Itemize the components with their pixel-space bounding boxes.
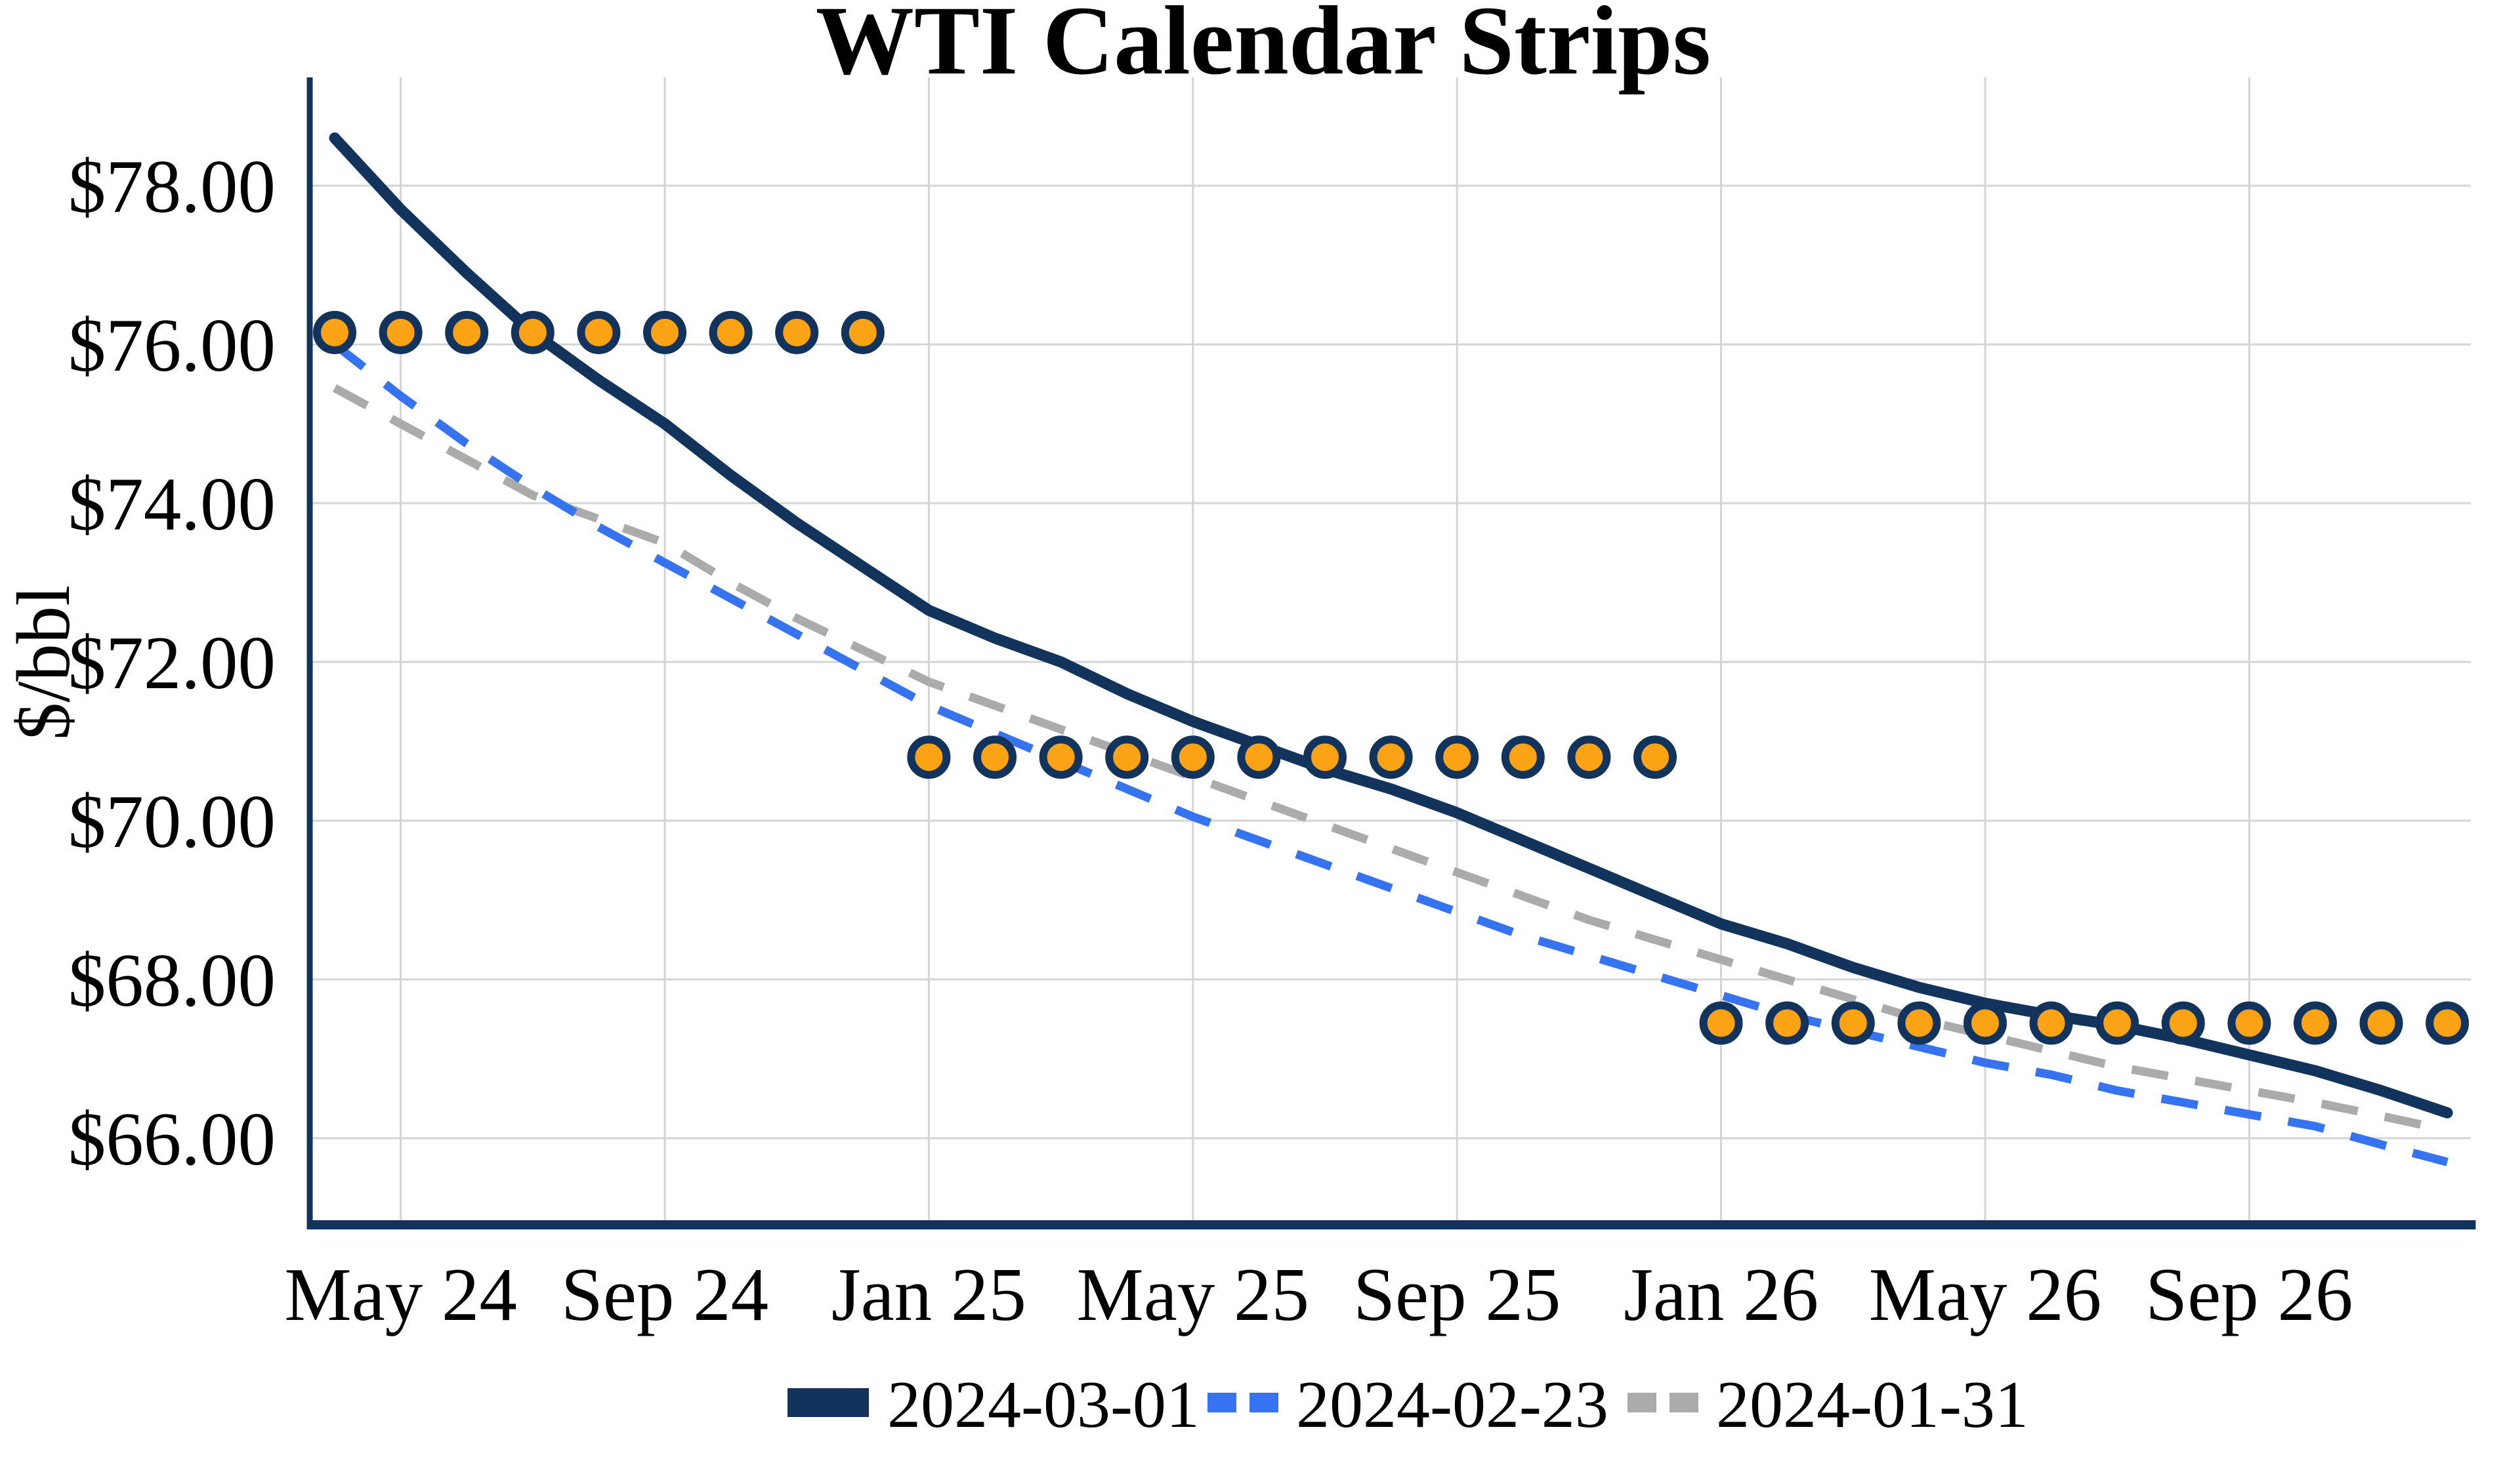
x-tick-label: Sep 26	[2145, 1253, 2353, 1336]
y-tick-label: $72.00	[68, 621, 276, 705]
calendar-2026-strip-dot	[2029, 1001, 2073, 1045]
x-tick-label: Jan 26	[1624, 1253, 1818, 1336]
x-tick-label: Jan 25	[831, 1253, 1026, 1336]
calendar-2026-strip-dot	[1897, 1001, 1941, 1045]
legend-swatch-dash	[1628, 1393, 1656, 1412]
calendar-2024-strip-dot	[313, 310, 356, 354]
calendar-2025-strip-dot	[1633, 735, 1677, 779]
calendar-2025-strip-dot	[1501, 735, 1545, 779]
calendar-2026-strip-dot	[2294, 1001, 2337, 1045]
gridlines	[310, 77, 2471, 1220]
axes	[306, 77, 2476, 1229]
calendar-2024-strip-dot	[709, 310, 753, 354]
calendar-2025-strip-dot	[1171, 735, 1215, 779]
legend-label: 2024-02-23	[1296, 1368, 1608, 1442]
calendar-2024-strip-dot	[379, 310, 423, 354]
calendar-2026-strip-dot	[2359, 1001, 2403, 1045]
series-line-2024-03-01	[329, 132, 2453, 1119]
calendar-2025-strip-dot	[907, 735, 951, 779]
calendar-2025-strip-dot	[1237, 735, 1281, 779]
y-tick-labels: $78.00 $76.00 $74.00 $72.00 $70.00 $68.00 $66.…	[68, 145, 276, 1181]
calendar-2026-strip-dot	[2426, 1001, 2469, 1045]
calendar-2025-strip-dot	[1567, 735, 1611, 779]
y-tick-label: $68.00	[68, 939, 276, 1022]
calendar-2025-strip-dot	[1369, 735, 1413, 779]
legend-swatch-dash	[1670, 1393, 1698, 1412]
calendar-2026-strip-dot	[2161, 1001, 2205, 1045]
series-line-2024-02-23	[331, 340, 2448, 1166]
chart-title: WTI Calendar Strips	[816, 0, 1711, 95]
x-tick-label: Sep 25	[1353, 1253, 1561, 1336]
calendar-2025-strip-dot	[1303, 735, 1347, 779]
legend-swatch-dash	[1250, 1393, 1278, 1412]
x-tick-label: Sep 24	[561, 1253, 768, 1336]
y-axis-label: $/bbl	[2, 585, 85, 740]
calendar-2024-strip-dot	[841, 310, 885, 354]
calendar-2024-strip-dot	[643, 310, 686, 354]
calendar-2026-strip-dot	[2227, 1001, 2271, 1045]
x-tick-label: May 24	[284, 1253, 517, 1336]
series-lines	[329, 132, 2453, 1166]
y-tick-label: $78.00	[68, 145, 276, 228]
legend-label: 2024-03-01	[887, 1368, 1200, 1442]
calendar-2026-strip-dot	[1699, 1001, 1743, 1045]
calendar-2024-strip-dot	[445, 310, 489, 354]
series-line-2024-01-31	[332, 384, 2448, 1135]
calendar-2024-strip-dot	[775, 310, 819, 354]
calendar-2026-strip-dot	[1831, 1001, 1875, 1045]
legend-swatch-dash	[1208, 1393, 1236, 1412]
x-tick-labels: May 24 Sep 24 Jan 25 May 25 Sep 25 Jan 26 May …	[284, 1253, 2353, 1336]
calendar-2025-strip-dot	[973, 735, 1017, 779]
x-tick-label: May 26	[1869, 1253, 2102, 1336]
calendar-2026-strip-dot	[1964, 1001, 2007, 1045]
y-tick-label: $70.00	[68, 780, 276, 863]
y-tick-label: $74.00	[68, 462, 276, 546]
legend: 2024-03-01 2024-02-23 2024-01-31	[788, 1368, 2028, 1442]
legend-label: 2024-01-31	[1716, 1368, 2028, 1442]
calendar-2026-strip-dot	[2095, 1001, 2139, 1045]
y-axis-line	[306, 77, 313, 1229]
calendar-2025-strip-dot	[1039, 735, 1083, 779]
calendar-2024-strip-dot	[577, 310, 621, 354]
strip-markers	[313, 310, 2469, 1045]
calendar-2025-strip-dot	[1105, 735, 1149, 779]
calendar-2025-strip-dot	[1435, 735, 1479, 779]
y-tick-label: $66.00	[68, 1098, 276, 1181]
x-tick-label: May 25	[1077, 1253, 1310, 1336]
calendar-2026-strip-dot	[1765, 1001, 1809, 1045]
y-tick-label: $76.00	[68, 304, 276, 387]
calendar-2024-strip-dot	[511, 310, 555, 354]
legend-swatch-solid	[788, 1388, 869, 1417]
x-axis-line	[306, 1220, 2476, 1229]
